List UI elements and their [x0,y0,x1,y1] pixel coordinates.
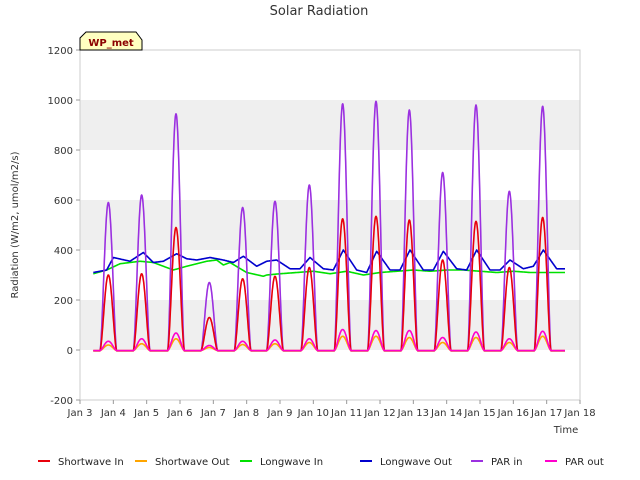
x-tick-label: Jan 18 [563,408,595,419]
x-tick-label: Jan 16 [497,408,529,419]
chart-title: Solar Radiation [270,4,369,19]
grid-band [80,100,580,150]
plot-frame [79,49,581,401]
y-tick-label: 1000 [48,96,73,107]
x-tick-label: Jan 4 [100,408,126,419]
y-tick-label: -200 [50,396,73,407]
y-tick-label: 800 [54,146,73,157]
x-tick-label: Jan 17 [530,408,562,419]
series-layer [92,100,566,352]
x-tick-label: Jan 7 [200,408,226,419]
legend-label: Longwave In [260,457,323,468]
x-tick-label: Jan 15 [463,408,495,419]
legend-item: Shortwave In [38,457,124,468]
x-axis: Jan 3 Jan 4 Jan 5 Jan 6 Jan 7 Jan 8 Jan 9 Jan 1… [67,400,596,419]
station-badge-label: WP_met [88,38,134,49]
legend-label: PAR in [491,457,522,468]
x-tick-label: Jan 13 [397,408,429,419]
station-badge: WP_met [79,31,143,51]
x-tick-label: Jan 11 [330,408,362,419]
series-line-par-out [92,328,566,352]
legend-label: Shortwave Out [155,457,230,468]
x-tick-label: Jan 14 [430,408,462,419]
x-tick-label: Jan 8 [233,408,259,419]
y-tick-label: 400 [54,246,73,257]
x-tick-label: Jan 9 [267,408,293,419]
legend-item: PAR in [471,457,522,468]
x-tick-label: Jan 10 [297,408,329,419]
legend-label: Shortwave In [58,457,124,468]
x-tick-label: Jan 6 [167,408,193,419]
grid-band [80,300,580,350]
legend-label: PAR out [565,457,604,468]
legend: Shortwave In Shortwave Out Longwave In Long… [38,457,604,468]
x-tick-label: Jan 5 [133,408,159,419]
series-line-longwave-out [92,249,566,274]
x-tick-label: Jan 12 [363,408,395,419]
legend-item: Longwave Out [360,457,452,468]
legend-item: Longwave In [240,457,323,468]
y-tick-label: 1200 [48,46,73,57]
y-tick-label: 600 [54,196,73,207]
y-tick-label: 0 [67,346,73,357]
legend-label: Longwave Out [380,457,452,468]
legend-item: PAR out [545,457,604,468]
y-axis: -200 0 200 400 600 800 1000 1200 [48,46,80,407]
legend-item: Shortwave Out [135,457,230,468]
x-axis-title: Time [553,425,578,436]
grid-band [80,200,580,250]
grid-bands [80,100,580,350]
y-tick-label: 200 [54,296,73,307]
x-tick-label: Jan 3 [67,408,93,419]
y-axis-title: Radiation (W/m2, umol/m2/s) [10,151,21,298]
